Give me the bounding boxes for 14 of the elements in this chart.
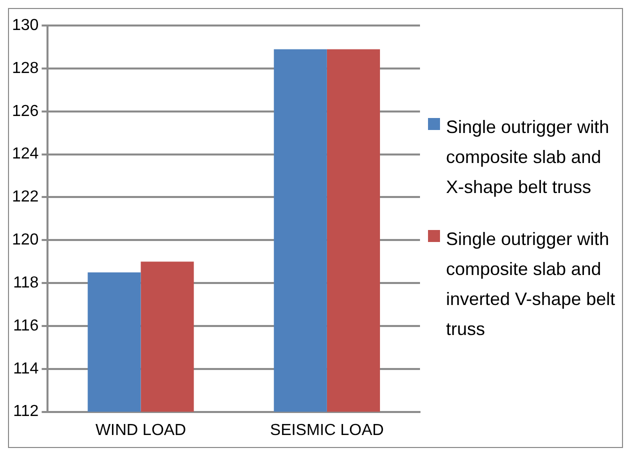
x-tick-label: SEISMIC LOAD — [270, 422, 384, 439]
x-tick-label: WIND LOAD — [95, 422, 186, 439]
y-tick-label: 130 — [12, 17, 39, 34]
y-tick-label: 112 — [13, 403, 39, 420]
y-tick-label: 114 — [13, 360, 39, 378]
legend-label: Single outrigger with composite slab and inverted V-shape belt truss — [446, 228, 616, 341]
y-tick-label: 122 — [12, 188, 39, 206]
y-tick-label: 118 — [13, 274, 39, 292]
legend-label: Single outrigger with composite slab and X-shape belt truss — [446, 116, 610, 199]
y-tick-label: 126 — [12, 102, 39, 120]
y-tick-label: 128 — [12, 60, 39, 77]
y-tick-label: 120 — [12, 232, 39, 249]
y-tick-label: 124 — [12, 146, 39, 163]
y-tick-label: 116 — [13, 317, 39, 334]
